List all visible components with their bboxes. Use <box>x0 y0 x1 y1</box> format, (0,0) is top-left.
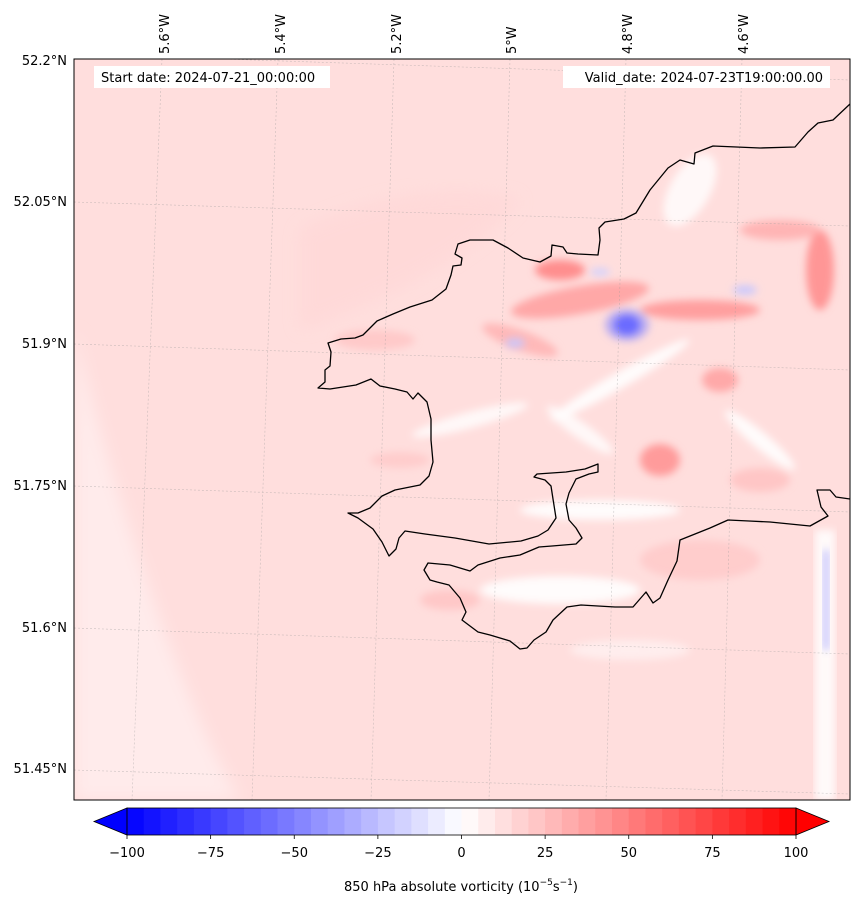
colorbar: −100 −75 −50 −25 0 25 50 75 100 850 hPa absolute… <box>92 807 831 895</box>
sea-mid-zone <box>300 191 520 330</box>
colorbar-segment <box>193 808 212 835</box>
colorbar-tick-label: 0 <box>457 846 465 861</box>
lon-label-5-2w: 5.2°W <box>390 14 405 54</box>
colorbar-segment <box>127 808 145 835</box>
colorbar-tick-label: 25 <box>537 846 554 861</box>
colorbar-segment <box>494 808 513 835</box>
colorbar-high-extend-arrow <box>795 807 831 836</box>
colorbar-segment <box>428 808 446 835</box>
colorbar-segment <box>461 808 479 835</box>
start-date-text: Start date: 2024-07-21_00:00:00 <box>101 71 315 86</box>
colorbar-segment <box>729 808 747 835</box>
colorbar-segment <box>628 808 647 835</box>
map-panel: Start date: 2024-07-21_00:00:00 Valid_da… <box>74 59 850 800</box>
colorbar-segment <box>511 808 530 835</box>
lon-label-5w: 5°W <box>505 26 520 54</box>
colorbar-segment <box>545 808 563 835</box>
negative-vorticity-features <box>505 268 757 348</box>
colorbar-segment <box>578 808 596 835</box>
colorbar-segment <box>260 808 279 835</box>
colorbar-tick-label: 75 <box>704 846 721 861</box>
lat-label-51-75n: 51.75°N <box>14 479 67 494</box>
gridlines <box>74 59 850 800</box>
colorbar-segment <box>444 808 463 835</box>
colorbar-label: 850 hPa absolute vorticity (10−5s−1) <box>344 878 578 895</box>
colorbar-segment <box>712 808 730 835</box>
colorbar-segments <box>127 808 797 835</box>
colorbar-segment <box>344 808 362 835</box>
colorbar-tick-label: −75 <box>197 846 224 861</box>
colorbar-segment <box>294 808 312 835</box>
lat-label-51-45n: 51.45°N <box>14 762 67 777</box>
colorbar-segment <box>310 808 329 835</box>
valid-date-text: Valid_date: 2024-07-23T19:00:00.00 <box>585 71 823 86</box>
eastern-edge-band <box>815 530 835 800</box>
latitude-labels: 52.2°N 52.05°N 51.9°N 51.75°N 51.6°N 51.… <box>14 54 67 777</box>
lat-label-52-05n: 52.05°N <box>14 195 67 210</box>
colorbar-segment <box>762 808 780 835</box>
colorbar-segment <box>528 808 546 835</box>
colorbar-segment <box>662 808 680 835</box>
lon-label-5-6w: 5.6°W <box>158 14 173 54</box>
colorbar-low-extend-arrow <box>92 807 128 836</box>
colorbar-tick-label: −50 <box>281 846 308 861</box>
colorbar-segment <box>377 808 396 835</box>
colorbar-segment <box>394 808 412 835</box>
colorbar-segment <box>561 808 580 835</box>
lat-label-51-6n: 51.6°N <box>22 621 67 636</box>
colorbar-tick-label: 50 <box>620 846 637 861</box>
colorbar-segment <box>361 808 379 835</box>
colorbar-tick-label: −100 <box>109 846 145 861</box>
colorbar-segment <box>244 808 262 835</box>
lon-label-4-8w: 4.8°W <box>621 14 636 54</box>
longitude-labels: 5.6°W 5.4°W 5.2°W 5°W 4.8°W 4.6°W <box>158 14 752 54</box>
colorbar-segment <box>177 808 195 835</box>
colorbar-tick-label: −25 <box>364 846 391 861</box>
colorbar-segment <box>612 808 630 835</box>
western-low-vorticity-band <box>74 330 240 800</box>
colorbar-segment <box>745 808 764 835</box>
colorbar-segment <box>143 808 162 835</box>
colorbar-segment <box>227 808 245 835</box>
colorbar-tick-label: 100 <box>784 846 809 861</box>
colorbar-segment <box>277 808 295 835</box>
colorbar-segment <box>645 808 663 835</box>
colorbar-segment <box>160 808 178 835</box>
colorbar-segment <box>478 808 496 835</box>
vorticity-features <box>335 153 834 660</box>
colorbar-segment <box>779 808 797 835</box>
valid-date-box <box>563 66 830 88</box>
colorbar-segment <box>595 808 613 835</box>
map-frame <box>73 58 851 801</box>
lat-label-52-2n: 52.2°N <box>22 54 67 69</box>
north-coastline <box>317 103 850 650</box>
colorbar-segment <box>678 808 697 835</box>
colorbar-segment <box>210 808 228 835</box>
start-date-box <box>94 66 330 88</box>
colorbar-segment <box>327 808 346 835</box>
lon-label-4-6w: 4.6°W <box>737 14 752 54</box>
colorbar-segment <box>695 808 713 835</box>
lon-label-5-4w: 5.4°W <box>274 14 289 54</box>
colorbar-segment <box>411 808 429 835</box>
colorbar-ticks: −100 −75 −50 −25 0 25 50 75 100 <box>109 835 808 861</box>
lat-label-51-9n: 51.9°N <box>22 337 67 352</box>
coastline <box>317 103 850 650</box>
